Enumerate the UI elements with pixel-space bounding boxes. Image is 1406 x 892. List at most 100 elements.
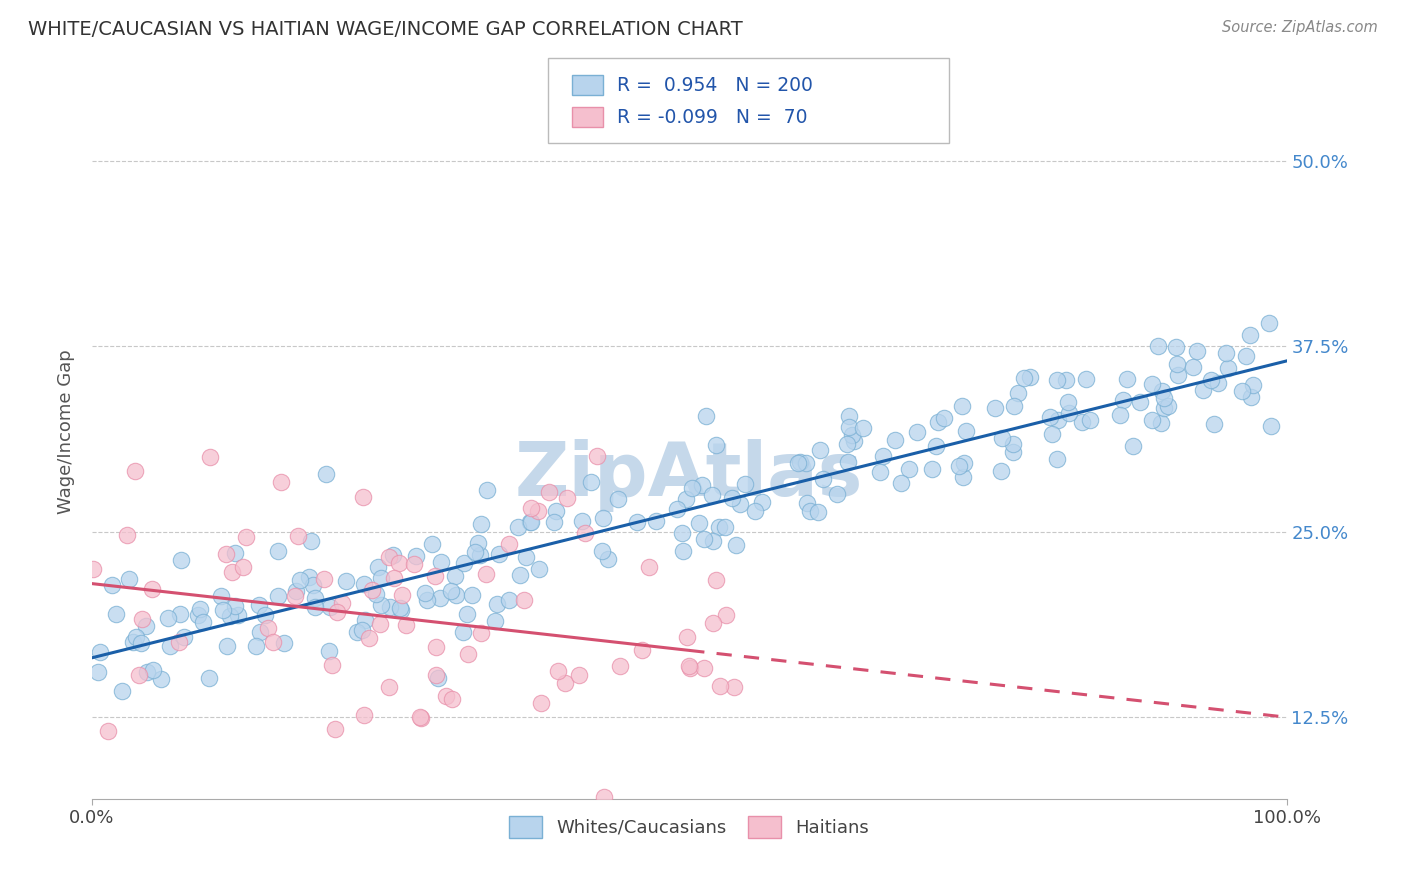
Point: [1234, 349, 1257, 363]
Point: [1140, 377, 1163, 392]
Point: [898, 462, 921, 476]
Point: [224, 545, 246, 559]
Point: [1215, 346, 1237, 360]
Point: [529, 696, 551, 710]
Point: [284, 584, 307, 599]
Point: [257, 621, 280, 635]
Point: [453, 557, 475, 571]
Text: R =  0.954   N = 200: R = 0.954 N = 200: [617, 76, 813, 95]
Point: [574, 525, 596, 540]
Point: [420, 537, 443, 551]
Point: [470, 517, 492, 532]
Point: [249, 624, 271, 639]
Point: [678, 661, 700, 675]
Point: [554, 676, 576, 690]
Point: [838, 420, 860, 434]
Point: [352, 491, 374, 505]
Point: [315, 467, 337, 481]
Point: [1147, 339, 1170, 353]
Point: [425, 668, 447, 682]
Point: [596, 551, 619, 566]
Point: [321, 658, 343, 673]
Point: [676, 631, 699, 645]
Point: [837, 436, 859, 450]
Point: [298, 570, 321, 584]
Point: [253, 608, 276, 623]
Point: [235, 530, 257, 544]
Point: [118, 572, 141, 586]
Point: [547, 664, 569, 678]
Point: [688, 516, 710, 530]
Point: [368, 616, 391, 631]
Point: [325, 605, 347, 619]
Point: [215, 547, 238, 561]
Point: [645, 514, 668, 528]
Point: [794, 457, 817, 471]
Point: [1109, 408, 1132, 422]
Point: [287, 529, 309, 543]
Point: [141, 582, 163, 596]
Point: [470, 548, 492, 562]
Point: [1039, 409, 1062, 424]
Point: [1019, 370, 1042, 384]
Point: [626, 515, 648, 529]
Point: [413, 586, 436, 600]
Point: [1040, 426, 1063, 441]
Point: [100, 577, 122, 591]
Point: [461, 589, 484, 603]
Point: [786, 456, 808, 470]
Point: [262, 635, 284, 649]
Point: [690, 477, 713, 491]
Point: [391, 588, 413, 602]
Point: [799, 504, 821, 518]
Point: [529, 562, 551, 576]
Point: [1260, 418, 1282, 433]
Point: [714, 607, 737, 622]
Point: [427, 671, 450, 685]
Point: [485, 598, 508, 612]
Point: [156, 611, 179, 625]
Text: R = -0.099   N =  70: R = -0.099 N = 70: [617, 108, 807, 127]
Point: [519, 515, 541, 529]
Point: [129, 635, 152, 649]
Point: [226, 607, 249, 622]
Point: [713, 520, 735, 534]
Point: [430, 555, 453, 569]
Point: [1258, 317, 1281, 331]
Point: [1115, 372, 1137, 386]
Point: [411, 711, 433, 725]
Point: [232, 559, 254, 574]
Point: [122, 635, 145, 649]
Legend: Whites/Caucasians, Haitians: Whites/Caucasians, Haitians: [502, 808, 876, 845]
Point: [1046, 451, 1069, 466]
Point: [247, 599, 270, 613]
Point: [807, 505, 830, 519]
Point: [115, 528, 138, 542]
Point: [721, 491, 744, 505]
Point: [105, 607, 128, 621]
Point: [728, 498, 751, 512]
Point: [609, 658, 631, 673]
Point: [1241, 378, 1264, 392]
Point: [404, 558, 426, 572]
Point: [952, 456, 974, 470]
Point: [219, 609, 242, 624]
Point: [811, 472, 834, 486]
Point: [592, 510, 614, 524]
Point: [284, 589, 307, 603]
Point: [498, 593, 520, 607]
Point: [389, 603, 412, 617]
Y-axis label: Wage/Income Gap: Wage/Income Gap: [58, 349, 75, 514]
Point: [1112, 393, 1135, 408]
Point: [513, 593, 536, 607]
Point: [709, 679, 731, 693]
Point: [125, 630, 148, 644]
Point: [128, 667, 150, 681]
Point: [808, 443, 831, 458]
Point: [1122, 439, 1144, 453]
Point: [723, 680, 745, 694]
Text: ZipAtlas: ZipAtlas: [515, 439, 863, 512]
Point: [453, 624, 475, 639]
Point: [890, 476, 912, 491]
Point: [1216, 361, 1239, 376]
